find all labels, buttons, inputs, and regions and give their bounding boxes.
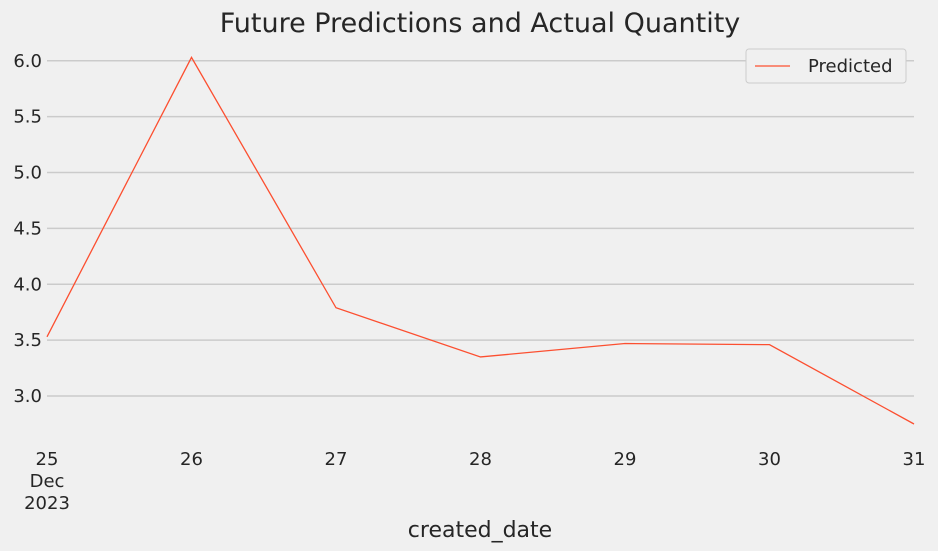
grid	[47, 60, 914, 397]
plot-background	[47, 44, 914, 424]
x-tick-label: 26	[180, 449, 203, 470]
y-tick-label: 5.0	[13, 163, 42, 184]
x-tick-label: 31	[903, 449, 926, 470]
x-tick-sublabel: Dec	[30, 471, 65, 492]
x-tick-sublabel: 2023	[24, 493, 70, 514]
x-tick-label: 25	[36, 449, 59, 470]
legend-label-predicted: Predicted	[808, 56, 893, 77]
y-tick-label: 3.5	[13, 330, 42, 351]
y-tick-label: 3.0	[13, 386, 42, 407]
x-tick-label: 27	[325, 449, 348, 470]
y-tick-label: 4.0	[13, 274, 42, 295]
legend-box	[745, 48, 907, 84]
legend: Predicted	[745, 48, 907, 84]
y-tick-label: 5.5	[13, 107, 42, 128]
y-tick-label: 4.5	[13, 218, 42, 239]
x-axis-label: created_date	[408, 518, 552, 543]
x-tick-label: 29	[614, 449, 637, 470]
series-group	[46, 56, 915, 425]
chart-title: Future Predictions and Actual Quantity	[220, 8, 741, 39]
y-tick-label: 6.0	[13, 51, 42, 72]
y-axis: 3.0 3.5 4.0 4.5 5.0 5.5 6.0	[13, 51, 42, 407]
x-tick-label: 28	[469, 449, 492, 470]
x-tick-label: 30	[758, 449, 781, 470]
